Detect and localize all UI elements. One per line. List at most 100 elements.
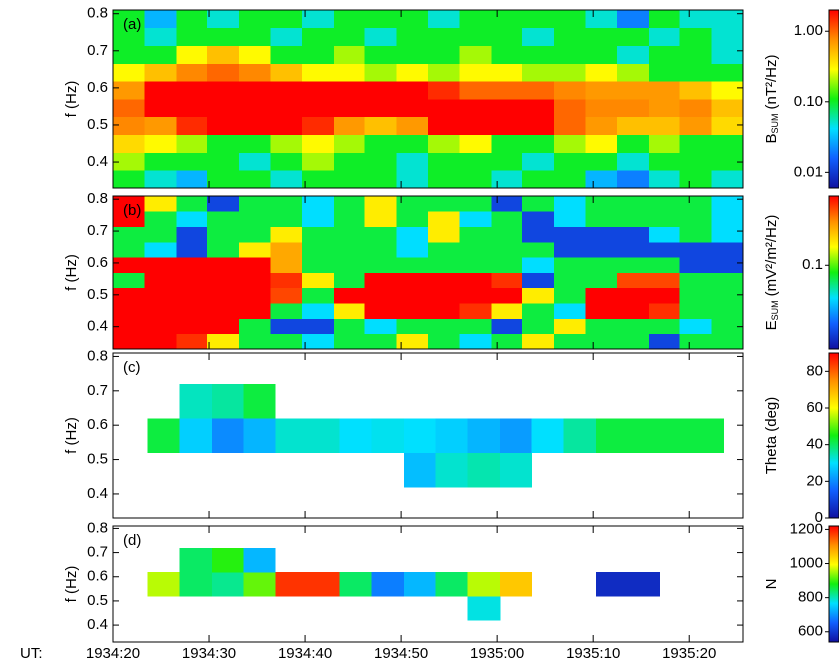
heatmap-cell [179, 418, 213, 454]
colorbar-tick-label: 600 [798, 623, 823, 640]
panel-frame [112, 525, 744, 643]
heatmap-cell [648, 196, 681, 212]
y-tick-label: 0.6 [87, 79, 108, 96]
heatmap-cell [270, 333, 303, 350]
heatmap-cell [617, 303, 650, 319]
heatmap-cell [711, 303, 744, 319]
heatmap-cell [270, 303, 303, 319]
x-tick-label: 1935:00 [470, 645, 524, 662]
heatmap-cell [302, 257, 335, 273]
heatmap-cell [113, 196, 146, 212]
heatmap-cell [207, 170, 240, 189]
heatmap-cell [396, 226, 429, 243]
heatmap-cell [522, 134, 555, 153]
heatmap-cell [207, 196, 240, 212]
heatmap-cell [302, 303, 335, 319]
heatmap-cell [648, 81, 681, 100]
heatmap-cell [113, 272, 146, 289]
heatmap-cell [711, 45, 744, 64]
heatmap-cell [144, 333, 177, 350]
heatmap-cell [113, 10, 146, 29]
heatmap-cell [113, 241, 146, 258]
heatmap-cell [617, 333, 650, 350]
heatmap-cell [648, 211, 681, 227]
heatmap-cell [207, 241, 240, 258]
heatmap-cell [113, 303, 146, 319]
heatmap-cell [585, 81, 618, 100]
heatmap-cell [207, 134, 240, 153]
heatmap-cell [176, 241, 208, 258]
heatmap-cell [553, 45, 586, 64]
heatmap-cell [459, 241, 492, 258]
heatmap-cell [396, 63, 429, 82]
heatmap-cell [553, 257, 586, 273]
heatmap-cell [396, 211, 429, 227]
heatmap-cell [585, 10, 618, 29]
panel-frame [112, 352, 744, 519]
heatmap-cell [113, 45, 146, 64]
heatmap-cell [238, 287, 271, 304]
heatmap-cell [270, 63, 303, 82]
heatmap-cell [491, 170, 523, 189]
heatmap-cell [585, 196, 618, 212]
y-tick-label: 0.5 [87, 592, 108, 609]
heatmap-cell [364, 303, 397, 319]
heatmap-cell [648, 287, 681, 304]
heatmap-cell [679, 303, 712, 319]
heatmap-cell [617, 226, 650, 243]
heatmap-cell [270, 152, 303, 171]
heatmap-cell [459, 303, 492, 319]
heatmap-cell [467, 418, 501, 454]
heatmap-cell [522, 211, 555, 227]
heatmap-cell [522, 63, 555, 82]
heatmap-cell [585, 170, 618, 189]
heatmap-cell [585, 303, 618, 319]
heatmap-cell [617, 196, 650, 212]
heatmap-cell [679, 27, 712, 46]
heatmap-cell [403, 571, 437, 597]
heatmap-cell [553, 27, 586, 46]
heatmap-cell [522, 27, 555, 46]
heatmap-cell [270, 241, 303, 258]
heatmap-cell [648, 45, 681, 64]
heatmap-cell [585, 211, 618, 227]
heatmap-cell [302, 63, 335, 82]
heatmap-cell [207, 63, 240, 82]
heatmap-cell [396, 10, 429, 29]
heatmap-cell [207, 211, 240, 227]
heatmap-cell [467, 452, 501, 488]
heatmap-cell [553, 81, 586, 100]
heatmap-cell [459, 45, 492, 64]
heatmap-cell [270, 272, 303, 289]
heatmap-cell [396, 241, 429, 258]
colorbar-label: BSUM (nT²/Hz) [763, 54, 780, 143]
colorbar-label-sub: SUM [770, 300, 780, 320]
heatmap-cell [371, 418, 405, 454]
heatmap-cell [428, 152, 461, 171]
heatmap-cell [553, 211, 586, 227]
heatmap-cell [364, 196, 397, 212]
heatmap-cell [364, 287, 397, 304]
colorbar-label-main: B [763, 133, 780, 143]
heatmap-cell [113, 170, 146, 189]
heatmap-cell [364, 333, 397, 350]
heatmap-cell [648, 170, 681, 189]
heatmap-cell [144, 257, 177, 273]
heatmap-cell [302, 152, 335, 171]
heatmap-cell [364, 99, 397, 118]
x-tick-label: 1934:20 [86, 645, 140, 662]
y-tick-label: 0.8 [87, 190, 108, 207]
heatmap-cell [648, 272, 681, 289]
heatmap-cell [333, 333, 366, 350]
heatmap-cell [207, 10, 240, 29]
heatmap-cell [585, 116, 618, 135]
heatmap-cell [243, 547, 276, 573]
heatmap-cell [553, 152, 586, 171]
heatmap-cell [459, 272, 492, 289]
heatmap-cell [648, 27, 681, 46]
heatmap-cell [333, 196, 366, 212]
heatmap-cell [179, 547, 213, 573]
heatmap-cell [617, 241, 650, 258]
heatmap-cell [238, 303, 271, 319]
